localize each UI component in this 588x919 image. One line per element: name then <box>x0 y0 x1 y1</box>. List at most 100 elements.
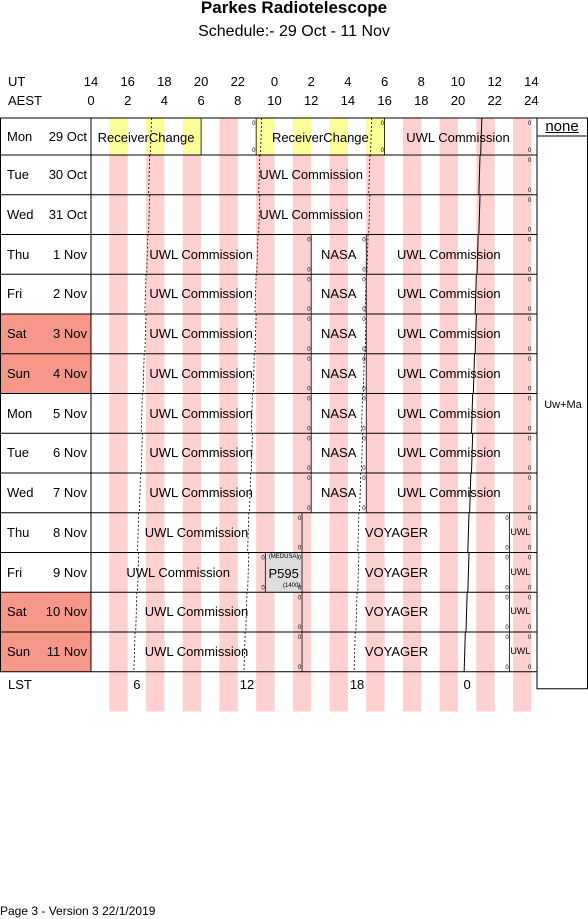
hour-shade <box>402 353 422 394</box>
lst-zero-line <box>470 393 474 434</box>
hour-shade <box>402 118 422 154</box>
hour-shade <box>402 552 422 593</box>
hour-shade <box>219 194 238 235</box>
row-end-marker: 0 <box>528 357 532 363</box>
row-label: Mon 29 Oct <box>0 118 91 155</box>
ut-tick: 6 <box>380 74 389 89</box>
row-label: Tue 30 Oct <box>0 155 91 195</box>
hour-shade <box>439 314 458 354</box>
receiver-shade <box>109 118 128 155</box>
hour-shade <box>256 433 275 473</box>
lst-line <box>366 234 369 275</box>
block-label: VOYAGER <box>364 604 429 620</box>
hour-shade <box>292 393 312 434</box>
block-marker: 0 <box>298 595 302 601</box>
hour-shade <box>109 314 128 354</box>
hour-shade <box>182 314 202 354</box>
aest-tick: 4 <box>160 93 168 108</box>
lst-zero-line <box>478 194 481 235</box>
row-end-marker: 0 <box>528 148 532 154</box>
row-end-marker: 0 <box>528 307 532 313</box>
hour-shade <box>439 353 458 394</box>
hour-shade <box>402 512 422 553</box>
block-note-top: (MEDUSA) <box>268 553 299 560</box>
right-column-uwma: Uw+Ma <box>544 399 582 411</box>
hour-shade <box>292 671 312 712</box>
row-day: Wed <box>7 485 34 500</box>
block-marker: 0 <box>381 121 385 127</box>
row-end-marker: 0 <box>528 625 532 631</box>
block-label: NASA <box>321 326 357 341</box>
block-marker: 0 <box>307 426 311 432</box>
hour-shade <box>439 274 458 314</box>
block-marker: 0 <box>307 466 311 472</box>
footer-version: Page 3 - Version 3 22/1/2019 <box>0 904 156 918</box>
hour-shade <box>439 512 458 553</box>
ut-tick: 22 <box>230 74 246 89</box>
hour-shade <box>402 234 422 275</box>
block-marker: 0 <box>307 317 311 323</box>
hour-shade <box>439 552 458 593</box>
hour-shade <box>329 274 348 314</box>
hour-shade <box>439 632 458 672</box>
block-label: NASA <box>321 405 357 421</box>
block-marker: 0 <box>261 556 265 562</box>
row-label: Sun 11 Nov <box>0 632 91 672</box>
hour-shade <box>182 552 202 593</box>
row-end-marker: 0 <box>528 198 532 204</box>
hour-shade <box>476 592 495 632</box>
hour-shade <box>366 592 385 632</box>
hour-shade <box>329 194 348 235</box>
hour-shade <box>146 473 165 513</box>
block-label: P595 <box>268 565 299 581</box>
weekend-cell <box>0 314 91 354</box>
hour-shade <box>146 274 165 314</box>
block-note-bottom: (1400) <box>282 582 301 589</box>
aest-tick: 18 <box>414 93 429 108</box>
hour-shade <box>366 552 385 593</box>
row-date: 29 Oct <box>48 129 87 144</box>
block-label: UWL Commission <box>149 365 253 381</box>
aest-tick: 24 <box>524 93 539 108</box>
hour-shade <box>292 433 312 473</box>
hour-shade <box>219 118 238 154</box>
hour-shade <box>476 314 495 354</box>
hour-shade <box>402 314 422 354</box>
block-marker: 0 <box>362 277 366 283</box>
block-label: UWL Commission <box>397 485 501 500</box>
block-label: ReceiverChange <box>97 130 195 145</box>
lst-line <box>364 313 367 354</box>
hour-shade <box>219 155 238 195</box>
lst-line <box>252 353 255 394</box>
hour-shade <box>513 274 532 314</box>
row-label: Thu 1 Nov <box>0 235 91 275</box>
hour-shade <box>329 393 348 434</box>
block-label: UWL Commission <box>149 286 253 302</box>
hour-shade <box>476 512 495 553</box>
hour-shade <box>513 353 532 394</box>
lst-line <box>256 234 259 275</box>
block-marker: 0 <box>307 436 311 442</box>
row-end-marker: 0 <box>528 387 532 393</box>
hour-shade <box>109 632 128 672</box>
hour-shade <box>513 194 532 235</box>
block-marker: 0 <box>505 625 509 631</box>
aest-tick: 8 <box>234 93 242 108</box>
hour-shade <box>256 234 275 275</box>
hour-shade <box>476 274 495 314</box>
hour-shade <box>366 512 385 553</box>
hour-shade <box>366 155 385 195</box>
row-label: Wed 7 Nov <box>0 473 91 513</box>
block-marker: 0 <box>298 585 302 591</box>
lst-line <box>250 393 253 434</box>
hour-shade <box>292 274 312 314</box>
page-subtitle: Schedule:- 29 Oct - 11 Nov <box>198 23 390 40</box>
hour-shade <box>182 433 202 473</box>
hour-shade <box>146 353 165 394</box>
lst-line <box>254 274 257 315</box>
block-label: UWL Commission <box>149 485 253 500</box>
hour-shade <box>109 274 128 314</box>
row-label: Thu 8 Nov <box>0 513 91 553</box>
block-label: UWL <box>510 526 531 537</box>
hour-shade <box>513 552 532 593</box>
